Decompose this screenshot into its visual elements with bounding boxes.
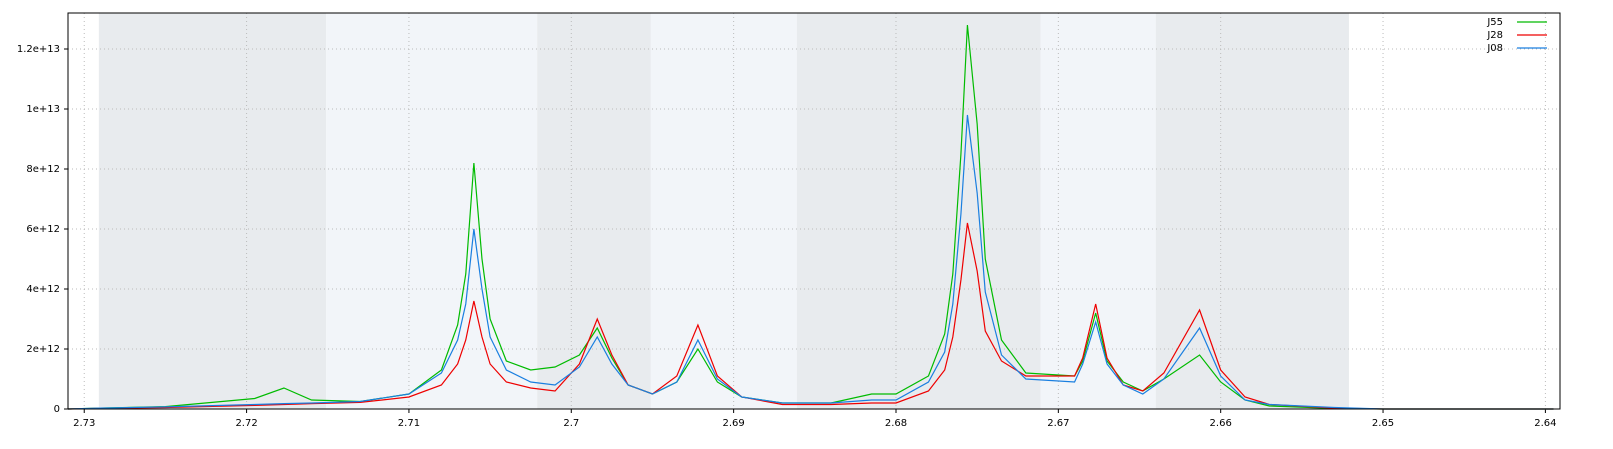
- y-tick-label: 6e+12: [26, 224, 60, 235]
- legend-label: J08: [1486, 43, 1503, 54]
- x-tick-label: 2.7: [563, 418, 579, 429]
- shaded-band: [1155, 13, 1349, 409]
- y-tick-label: 0: [54, 404, 60, 415]
- shaded-band: [537, 13, 651, 409]
- y-tick-label: 8e+12: [26, 164, 60, 175]
- legend-label: J55: [1486, 17, 1503, 28]
- plot-frame: [67, 12, 1561, 410]
- x-tick-label: 2.65: [1372, 418, 1394, 429]
- series-line: [67, 114, 1554, 410]
- y-tick-label: 4e+12: [26, 284, 60, 295]
- x-tick-label: 2.73: [73, 418, 95, 429]
- legend-label: J28: [1486, 30, 1503, 41]
- series-line: [67, 222, 1554, 410]
- shaded-band: [98, 13, 327, 409]
- shaded-band: [326, 13, 538, 409]
- x-tick-label: 2.69: [723, 418, 745, 429]
- x-tick-label: 2.68: [885, 418, 907, 429]
- x-tick-label: 2.67: [1047, 418, 1069, 429]
- shaded-band: [650, 13, 797, 409]
- x-tick-label: 2.64: [1534, 418, 1556, 429]
- x-tick-label: 2.71: [398, 418, 420, 429]
- shaded-band: [1040, 13, 1156, 409]
- y-tick-label: 2e+12: [26, 344, 60, 355]
- y-tick-label: 1.2e+13: [17, 44, 60, 55]
- x-tick-label: 2.72: [235, 418, 257, 429]
- x-tick-label: 2.66: [1210, 418, 1232, 429]
- shaded-band: [796, 13, 1041, 409]
- y-tick-label: 1e+13: [26, 104, 60, 115]
